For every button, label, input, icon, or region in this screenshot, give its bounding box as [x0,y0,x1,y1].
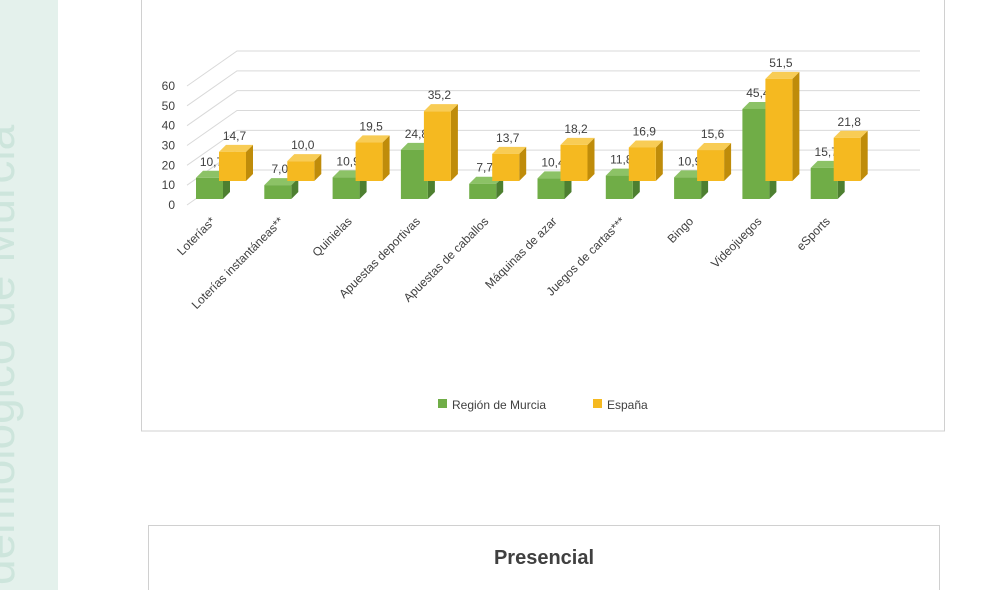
bar-side [655,140,663,181]
next-chart-frame [148,525,940,595]
value-label: 10,4 [541,155,565,169]
x-tick-label: Quinielas [309,214,354,259]
bar [332,177,360,199]
value-label: 15,7 [815,145,839,159]
bar-side [587,137,595,181]
bar [605,175,633,199]
bar [264,185,292,199]
sidebar-text: demiológico de Murcia [0,124,24,585]
bar [423,111,451,181]
value-label: 14,7 [223,129,247,143]
next-chart-title: Presencial [494,547,594,569]
bar [355,142,383,181]
value-label: 19,5 [359,119,383,133]
value-label: 51,5 [769,56,793,70]
legend-label: España [607,398,648,412]
value-label: 35,2 [428,88,452,102]
y-tick-label: 40 [162,119,176,133]
bar-side [860,130,868,181]
bar-top [219,144,253,152]
bar [765,78,793,181]
bar-side [450,104,458,181]
grid-line [186,90,920,127]
bar-top [287,154,322,162]
value-label: 10,0 [291,138,315,152]
bar-top [833,130,868,138]
bar-side [792,71,800,181]
value-label: 10,9 [336,154,360,168]
value-label: 13,7 [496,131,520,145]
value-label: 7,0 [271,162,288,176]
sidebar [0,0,58,590]
bar [196,177,223,199]
value-label: 16,9 [633,124,657,138]
y-tick-label: 0 [168,198,175,212]
bar [810,167,838,199]
bar-side [246,144,253,181]
legend-label: Región de Murcia [452,398,546,412]
bar-side [291,178,299,199]
bar-side [314,154,322,181]
bar [537,178,565,199]
bar-top [765,71,800,79]
value-label: 21,8 [838,115,862,129]
grid-line [186,50,920,87]
x-tick-label: Loterías* [174,214,218,258]
bar-top [423,104,458,112]
x-tick-label: Videojuegos [708,214,764,270]
bar-side [382,135,390,181]
value-label: 7,7 [476,161,493,175]
bar-side [724,143,732,181]
bar-top [560,137,595,145]
chart-frame [141,0,945,432]
value-label: 11,8 [610,153,633,167]
value-label: 10,9 [678,154,702,168]
y-tick-label: 20 [162,158,176,172]
bar-top [492,146,527,154]
bar [628,147,656,181]
y-tick-label: 50 [162,99,176,113]
y-tick-label: 60 [162,79,176,93]
value-label: 18,2 [564,122,588,136]
bar [469,183,497,199]
y-tick-label: 30 [162,139,176,153]
x-tick-label: Máquinas de azar [482,214,559,291]
value-label: 24,8 [405,127,429,141]
bar-side [496,176,504,199]
legend-swatch [438,399,447,408]
bar [697,150,725,181]
bar-top [697,143,732,151]
bar-top [355,135,390,143]
bar [560,144,588,181]
bar-top [628,140,663,148]
bar [287,161,315,181]
x-tick-label: eSports [794,214,833,253]
bar [492,153,520,181]
value-label: 10,7 [200,155,224,169]
grid-line [186,70,920,107]
x-tick-label: Bingo [665,214,697,246]
legend-swatch [593,399,602,408]
bar [400,149,428,199]
grid-line [186,129,920,166]
bar [742,108,770,199]
bar-side [519,146,527,181]
value-label: 45,4 [746,86,770,100]
value-label: 15,6 [701,127,725,141]
bar [833,137,861,181]
bar [219,151,246,181]
bar [674,177,702,199]
y-tick-label: 10 [162,178,176,192]
grid-line [186,110,920,146]
